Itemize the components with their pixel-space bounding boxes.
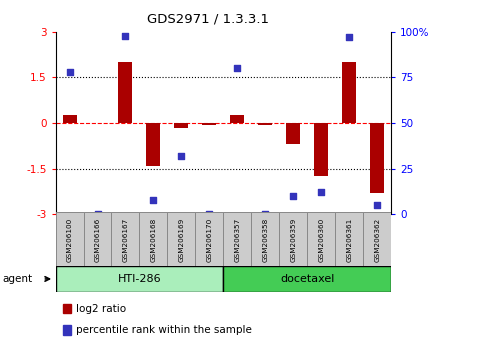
Text: GSM206360: GSM206360 [318,218,324,262]
Text: HTI-286: HTI-286 [118,274,161,284]
Text: agent: agent [2,274,32,284]
Text: GSM206362: GSM206362 [374,218,380,262]
Text: log2 ratio: log2 ratio [76,303,127,314]
Point [233,65,241,71]
Point [345,34,353,40]
Bar [168,212,196,267]
Bar [314,123,328,176]
Bar [370,123,384,193]
Bar [251,212,279,267]
Point [373,202,381,208]
Point [317,189,325,195]
Point [261,211,269,217]
Bar [140,212,168,267]
Text: GSM206359: GSM206359 [290,218,297,262]
Bar [56,266,223,292]
Point [66,69,73,75]
Bar [363,212,391,267]
Bar [223,266,391,292]
Bar [112,212,140,267]
Bar [56,212,84,267]
Text: GSM206167: GSM206167 [123,218,128,262]
Bar [335,212,363,267]
Point [178,153,185,159]
Bar [118,62,132,123]
Bar [223,212,251,267]
Text: GDS2971 / 1.3.3.1: GDS2971 / 1.3.3.1 [147,12,269,25]
Bar [286,123,300,144]
Bar [202,123,216,125]
Bar [196,212,223,267]
Text: GSM206170: GSM206170 [206,218,213,262]
Point [150,197,157,202]
Point [289,193,297,199]
Text: GSM206169: GSM206169 [178,218,185,262]
Text: GSM206168: GSM206168 [150,218,156,262]
Bar [146,123,160,166]
Point [206,211,213,217]
Text: GSM206358: GSM206358 [262,218,269,262]
Bar [279,212,307,267]
Text: GSM206361: GSM206361 [346,218,352,262]
Bar [174,123,188,127]
Text: GSM206100: GSM206100 [67,218,72,262]
Bar [63,304,71,313]
Bar [307,212,335,267]
Bar [84,212,112,267]
Bar [258,123,272,125]
Point [94,211,101,217]
Bar [62,115,76,123]
Text: GSM206357: GSM206357 [234,218,241,262]
Text: docetaxel: docetaxel [280,274,335,284]
Text: GSM206166: GSM206166 [95,218,100,262]
Point [122,33,129,38]
Bar [230,115,244,123]
Bar [342,62,356,123]
Bar [63,325,71,335]
Text: percentile rank within the sample: percentile rank within the sample [76,325,252,335]
